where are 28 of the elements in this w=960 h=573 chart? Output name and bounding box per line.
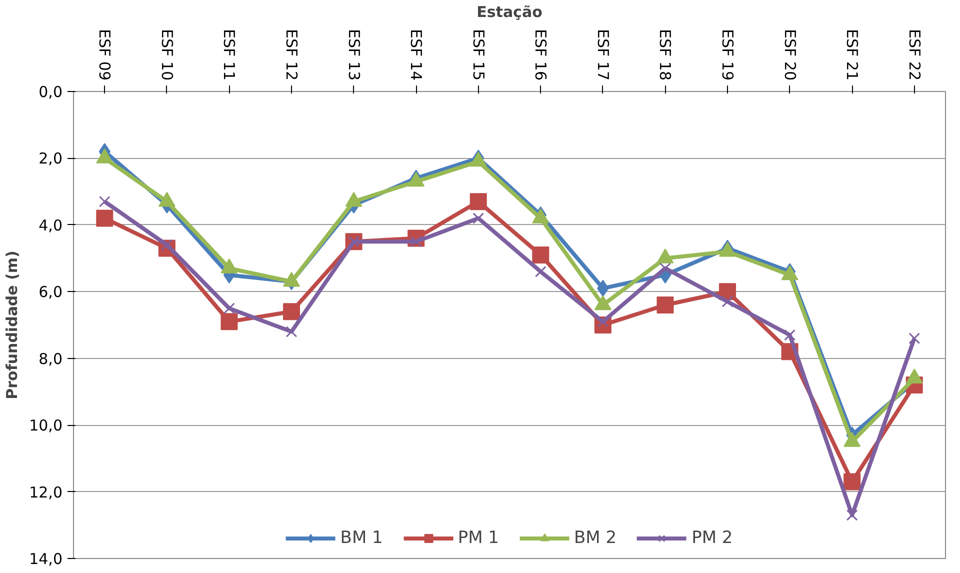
y-tick-label: 8,0 bbox=[38, 350, 63, 368]
x-tick-label: ESF 21 bbox=[843, 29, 862, 80]
x-tick-label: ESF 20 bbox=[780, 29, 799, 80]
x-tick-label: ESF 14 bbox=[407, 29, 426, 80]
x-tick-label: ESF 09 bbox=[96, 29, 114, 80]
y-tick-label: 6,0 bbox=[38, 283, 63, 302]
x-tick-label: ESF 12 bbox=[282, 29, 300, 80]
x-tick-label: ESF 17 bbox=[594, 29, 612, 80]
legend-label: PM 1 bbox=[458, 528, 499, 548]
x-tick-label: ESF 13 bbox=[344, 29, 363, 80]
y-tick-label: 4,0 bbox=[38, 216, 63, 234]
x-axis-title: Estação bbox=[476, 3, 542, 22]
legend-label: BM 2 bbox=[574, 528, 617, 548]
y-tick-label: 2,0 bbox=[38, 150, 63, 168]
x-tick-label: ESF 15 bbox=[469, 29, 488, 80]
y-axis-title: Profundidade (m) bbox=[3, 250, 22, 400]
x-tick-label: ESF 19 bbox=[718, 29, 736, 80]
y-tick-label: 10,0 bbox=[29, 416, 63, 435]
y-tick-label: 12,0 bbox=[29, 483, 63, 502]
y-tick-label: 14,0 bbox=[29, 550, 63, 568]
x-tick-label: ESF 10 bbox=[158, 29, 176, 80]
x-tick-label: ESF 16 bbox=[532, 29, 550, 80]
x-tick-label: ESF 18 bbox=[656, 29, 674, 80]
legend-label: PM 2 bbox=[692, 528, 733, 548]
legend-label: BM 1 bbox=[340, 528, 383, 548]
x-tick-label: ESF 11 bbox=[220, 29, 238, 80]
y-tick-label: 0,0 bbox=[38, 83, 63, 101]
x-tick-label: ESF 22 bbox=[905, 29, 924, 80]
